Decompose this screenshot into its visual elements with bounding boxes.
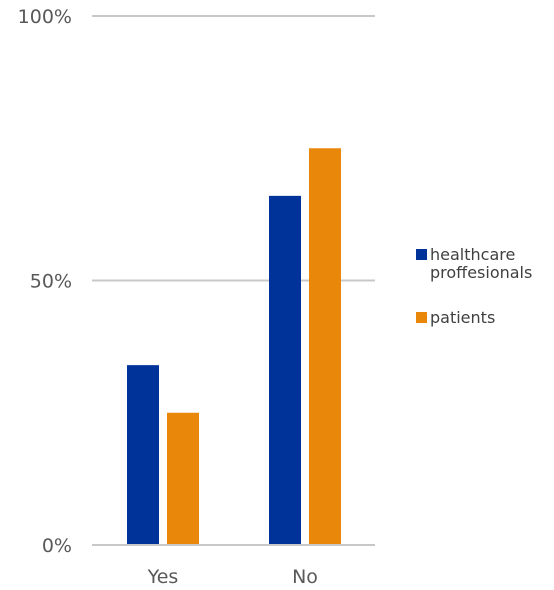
bars [92, 148, 375, 546]
y-tick-label: 100% [18, 6, 72, 28]
bar-yes-series-2 [167, 412, 199, 545]
legend-label: healthcare [430, 245, 515, 264]
x-tick-label: Yes [147, 566, 179, 586]
bar-yes-series-1 [127, 365, 159, 545]
y-axis-ticks: 0% 50% 100% [18, 6, 72, 557]
y-tick-label: 0% [42, 535, 72, 557]
legend-swatch [416, 249, 427, 260]
y-tick-label: 50% [30, 271, 72, 293]
bar-no-series-2 [309, 148, 341, 545]
legend-swatch [416, 312, 427, 323]
x-axis-ticks: Yes No [147, 566, 318, 588]
bar-no-series-1 [269, 195, 301, 546]
legend-label: proffesionals [430, 263, 532, 282]
legend-label: patients [430, 308, 495, 327]
x-tick-label: No [292, 566, 318, 586]
